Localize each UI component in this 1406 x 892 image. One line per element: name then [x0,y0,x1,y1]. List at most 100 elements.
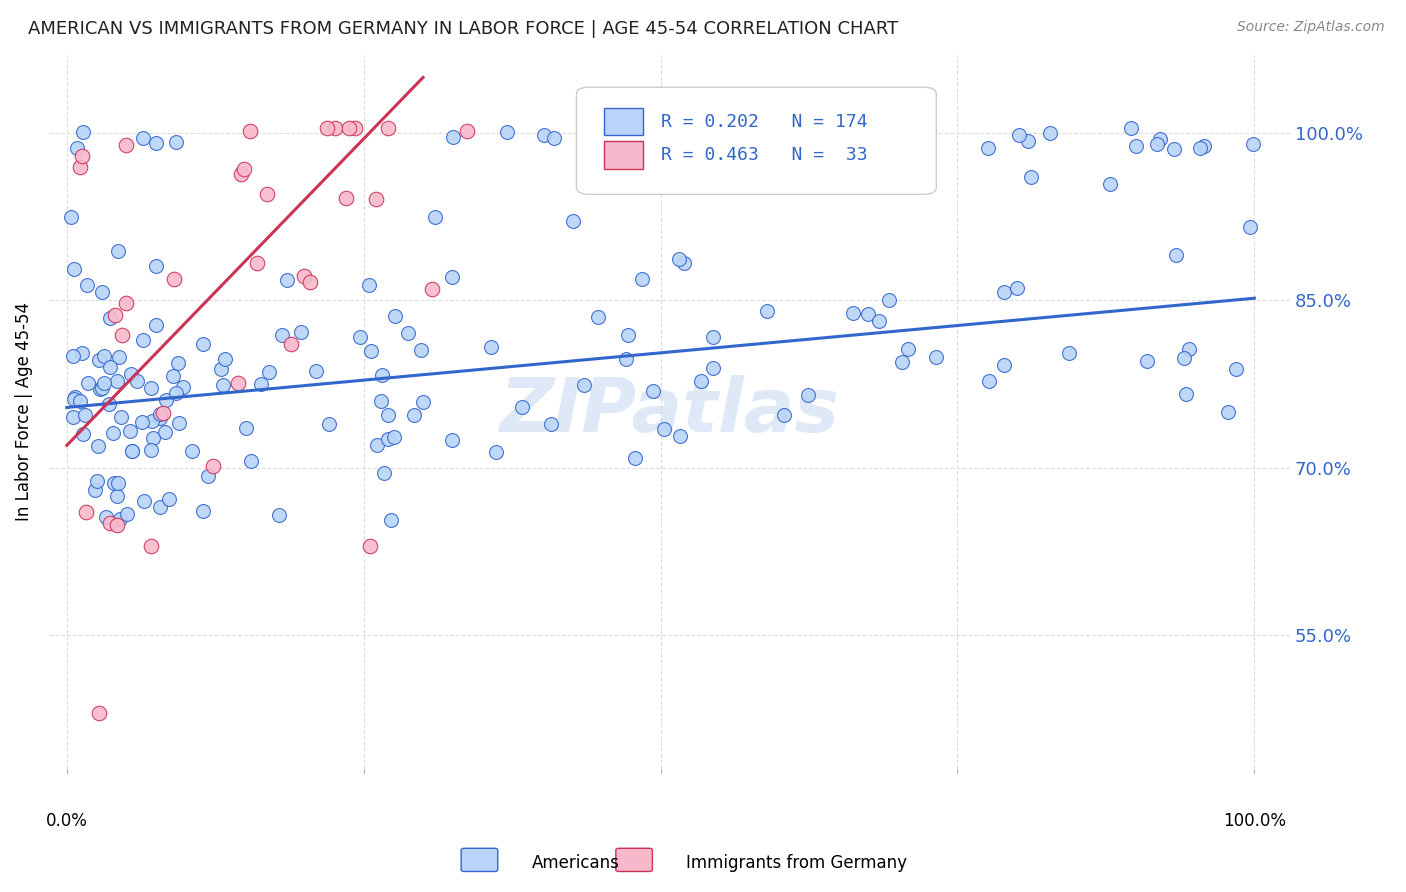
Point [84,483,107,498]
Point [100,359,122,374]
Point [73,408,96,422]
Point [411,343,433,357]
FancyBboxPatch shape [461,848,498,871]
Point [357,278,380,293]
Point [145,136,167,150]
Point [1173,351,1195,366]
Point [108,512,131,526]
Point [70,346,93,360]
Point [98,310,121,325]
Point [668,252,690,266]
Point [441,130,464,145]
Point [377,409,399,423]
Point [1125,139,1147,153]
Point [1177,342,1199,356]
Text: AMERICAN VS IMMIGRANTS FROM GERMANY IN LABOR FORCE | AGE 45-54 CORRELATION CHART: AMERICAN VS IMMIGRANTS FROM GERMANY IN L… [28,20,898,37]
Text: ZIPatlas: ZIPatlas [499,376,839,449]
Point [105,489,128,503]
Point [652,421,675,435]
Y-axis label: In Labor Force | Age 45-54: In Labor Force | Age 45-54 [15,302,32,522]
Point [993,285,1015,300]
Point [1225,362,1247,376]
Point [94,510,117,524]
Point [479,340,502,354]
Point [125,374,148,388]
Point [1136,353,1159,368]
Point [256,186,278,201]
Text: R = 0.463   N =  33: R = 0.463 N = 33 [661,146,868,164]
Point [162,368,184,383]
Point [148,407,170,421]
Point [574,135,596,149]
Point [290,325,312,339]
Point [533,128,555,142]
Point [120,367,142,381]
Point [107,475,129,490]
Point [111,328,134,343]
Point [167,356,190,370]
Point [239,124,262,138]
Text: Source: ZipAtlas.com: Source: ZipAtlas.com [1237,20,1385,34]
Point [1163,142,1185,156]
Point [63,390,86,404]
Point [856,307,879,321]
Point [702,330,724,344]
Point [887,132,910,146]
Point [730,121,752,136]
Point [101,425,124,440]
Point [318,417,340,432]
Point [1192,139,1215,153]
Point [86,474,108,488]
Point [1216,404,1239,418]
Point [169,416,191,430]
Point [1121,121,1143,136]
Point [193,336,215,351]
Point [402,408,425,422]
Point [323,120,346,135]
Point [240,454,263,468]
Point [897,342,920,356]
Point [93,350,115,364]
Point [484,444,506,458]
Point [596,138,619,153]
Point [165,135,187,149]
Point [543,131,565,145]
Point [366,438,388,452]
Text: Immigrants from Germany: Immigrants from Germany [686,854,907,871]
Point [87,439,110,453]
Point [668,429,690,443]
Point [359,539,381,553]
Point [1239,219,1261,234]
Point [118,424,141,438]
Point [364,193,387,207]
Point [977,374,1000,388]
Point [778,123,800,137]
Point [115,507,138,521]
Point [107,244,129,258]
Point [868,313,890,327]
Point [609,132,631,146]
Point [60,211,83,225]
Point [440,434,463,448]
Text: 0.0%: 0.0% [46,812,87,830]
Point [131,416,153,430]
Point [172,380,194,394]
Point [63,392,86,406]
Point [142,431,165,445]
Point [1039,126,1062,140]
Point [69,394,91,409]
Point [510,400,533,414]
Point [1149,132,1171,146]
Point [495,125,517,139]
Bar [603,108,644,135]
Text: 100.0%: 100.0% [1223,812,1286,830]
Point [1164,248,1187,262]
Point [603,123,626,137]
Point [121,443,143,458]
Point [1019,170,1042,185]
Point [115,296,138,310]
Point [572,378,595,392]
Point [267,508,290,522]
Point [1188,140,1211,154]
Point [349,330,371,344]
